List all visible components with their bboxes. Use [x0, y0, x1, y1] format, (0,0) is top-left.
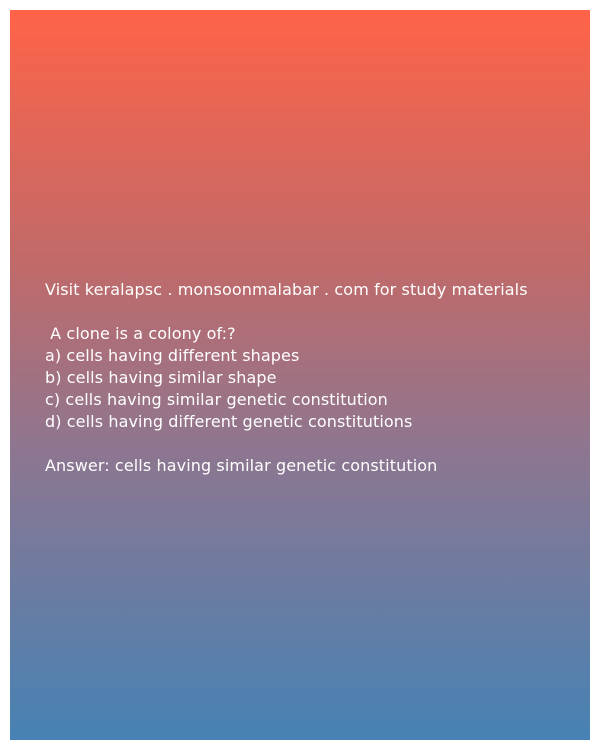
- question-text-block: Visit keralapsc . monsoonmalabar . com f…: [45, 279, 585, 477]
- option-b: b) cells having similar shape: [45, 368, 277, 387]
- option-d: d) cells having different genetic consti…: [45, 412, 413, 431]
- spacer: [45, 433, 585, 455]
- answer-text: Answer: cells having similar genetic con…: [45, 456, 438, 475]
- option-a: a) cells having different shapes: [45, 346, 300, 365]
- option-c: c) cells having similar genetic constitu…: [45, 390, 388, 409]
- spacer: [45, 301, 585, 323]
- question-card: Visit keralapsc . monsoonmalabar . com f…: [10, 10, 590, 740]
- promo-text: Visit keralapsc . monsoonmalabar . com f…: [45, 280, 528, 299]
- question-text: A clone is a colony of:?: [45, 324, 236, 343]
